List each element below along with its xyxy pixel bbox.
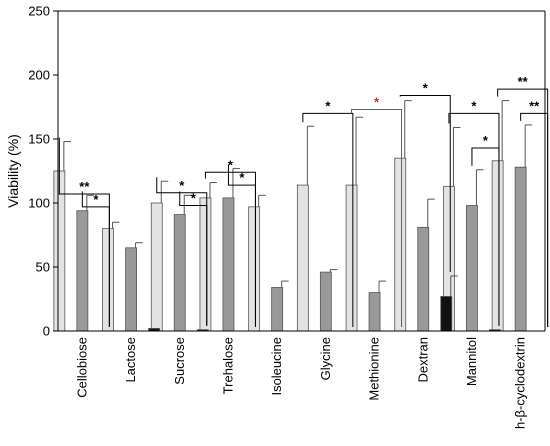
bar-mannitol-s2 (466, 205, 478, 332)
category-label-mannitol: Mannitol (464, 337, 479, 386)
significance-label-6: * (239, 170, 245, 185)
y-tick-label-0: 0 (43, 324, 50, 339)
significance-label-11: * (483, 133, 489, 148)
significance-bracket-8 (351, 109, 403, 327)
bar-glycine-s1 (296, 184, 309, 332)
bar-trehalose-s1 (199, 197, 212, 332)
bar-glycine-s2 (319, 271, 332, 332)
y-tick-label-250: 250 (28, 4, 50, 19)
bar-sucrose-s1 (150, 202, 163, 332)
bar-sucrose-s2 (173, 214, 186, 332)
category-label-trehalose: Trehalose (220, 337, 235, 394)
y-tick-label-100: 100 (28, 196, 50, 211)
chart-axes: Viability (%) (5, 10, 546, 332)
bar-methionine-s1 (345, 184, 358, 332)
bar-dextran-s1 (394, 157, 407, 332)
bar-methionine-s2 (368, 292, 381, 332)
significance-bracket-11 (471, 147, 500, 326)
bar-cellobiose-s1 (53, 170, 66, 332)
category-label-sucrose: Sucrose (172, 337, 187, 385)
significance-label-12: ** (518, 74, 529, 89)
category-label-methionine: Methionine (367, 337, 382, 401)
significance-bracket-6 (227, 164, 256, 327)
significance-bracket-9 (399, 94, 451, 272)
y-tick-label-200: 200 (28, 68, 50, 83)
significance-label-9: * (423, 80, 429, 95)
category-label-dextran: Dextran (415, 337, 430, 383)
bar-h-cyclodextrin-s2 (514, 166, 527, 332)
category-label-lactose: Lactose (123, 337, 138, 383)
y-tick-label-50: 50 (36, 260, 50, 275)
bar-trehalose-s2 (222, 197, 235, 332)
y-ticks: 0 50 100 150 200 250 (28, 4, 58, 339)
chart-marks: ******** ******** (53, 74, 549, 332)
significance-label-3: * (179, 178, 185, 193)
bar-dextran-s3 (440, 296, 453, 332)
significance-bracket-13 (520, 112, 549, 327)
bar-cellobiose-s2 (76, 210, 89, 332)
bar-dextran-s2 (417, 226, 430, 332)
category-label-h-cyclodextrin: h-β-cyclodextrin (513, 337, 528, 429)
significance-bracket-2 (81, 191, 110, 327)
category-label-cellobiose: Cellobiose (74, 337, 89, 398)
bar-lactose-s2 (125, 247, 137, 332)
y-axis-title: Viability (%) (5, 134, 21, 208)
significance-bracket-4 (179, 191, 208, 326)
significance-label-13: ** (529, 98, 540, 113)
bar-lactose-s1 (102, 228, 114, 332)
x-category-labels: Cellobiose Lactose Sucrose Trehalose Isoleuc… (74, 337, 527, 429)
bar-isoleucine-s2 (271, 287, 284, 332)
significance-label-2: * (93, 192, 99, 207)
y-tick-label-150: 150 (28, 132, 50, 147)
significance-label-1: ** (79, 179, 90, 194)
significance-label-7: * (325, 98, 331, 113)
significance-label-8: * (374, 95, 380, 110)
category-label-isoleucine: Isoleucine (269, 337, 284, 396)
significance-label-10: * (471, 98, 477, 113)
bar-isoleucine-s1 (248, 206, 261, 332)
significance-bracket-7 (302, 112, 354, 327)
bar-h-cyclodextrin-s1 (491, 160, 504, 332)
significance-label-4: * (191, 191, 197, 206)
category-label-glycine: Glycine (318, 337, 333, 380)
significance-label-5: * (228, 157, 234, 172)
